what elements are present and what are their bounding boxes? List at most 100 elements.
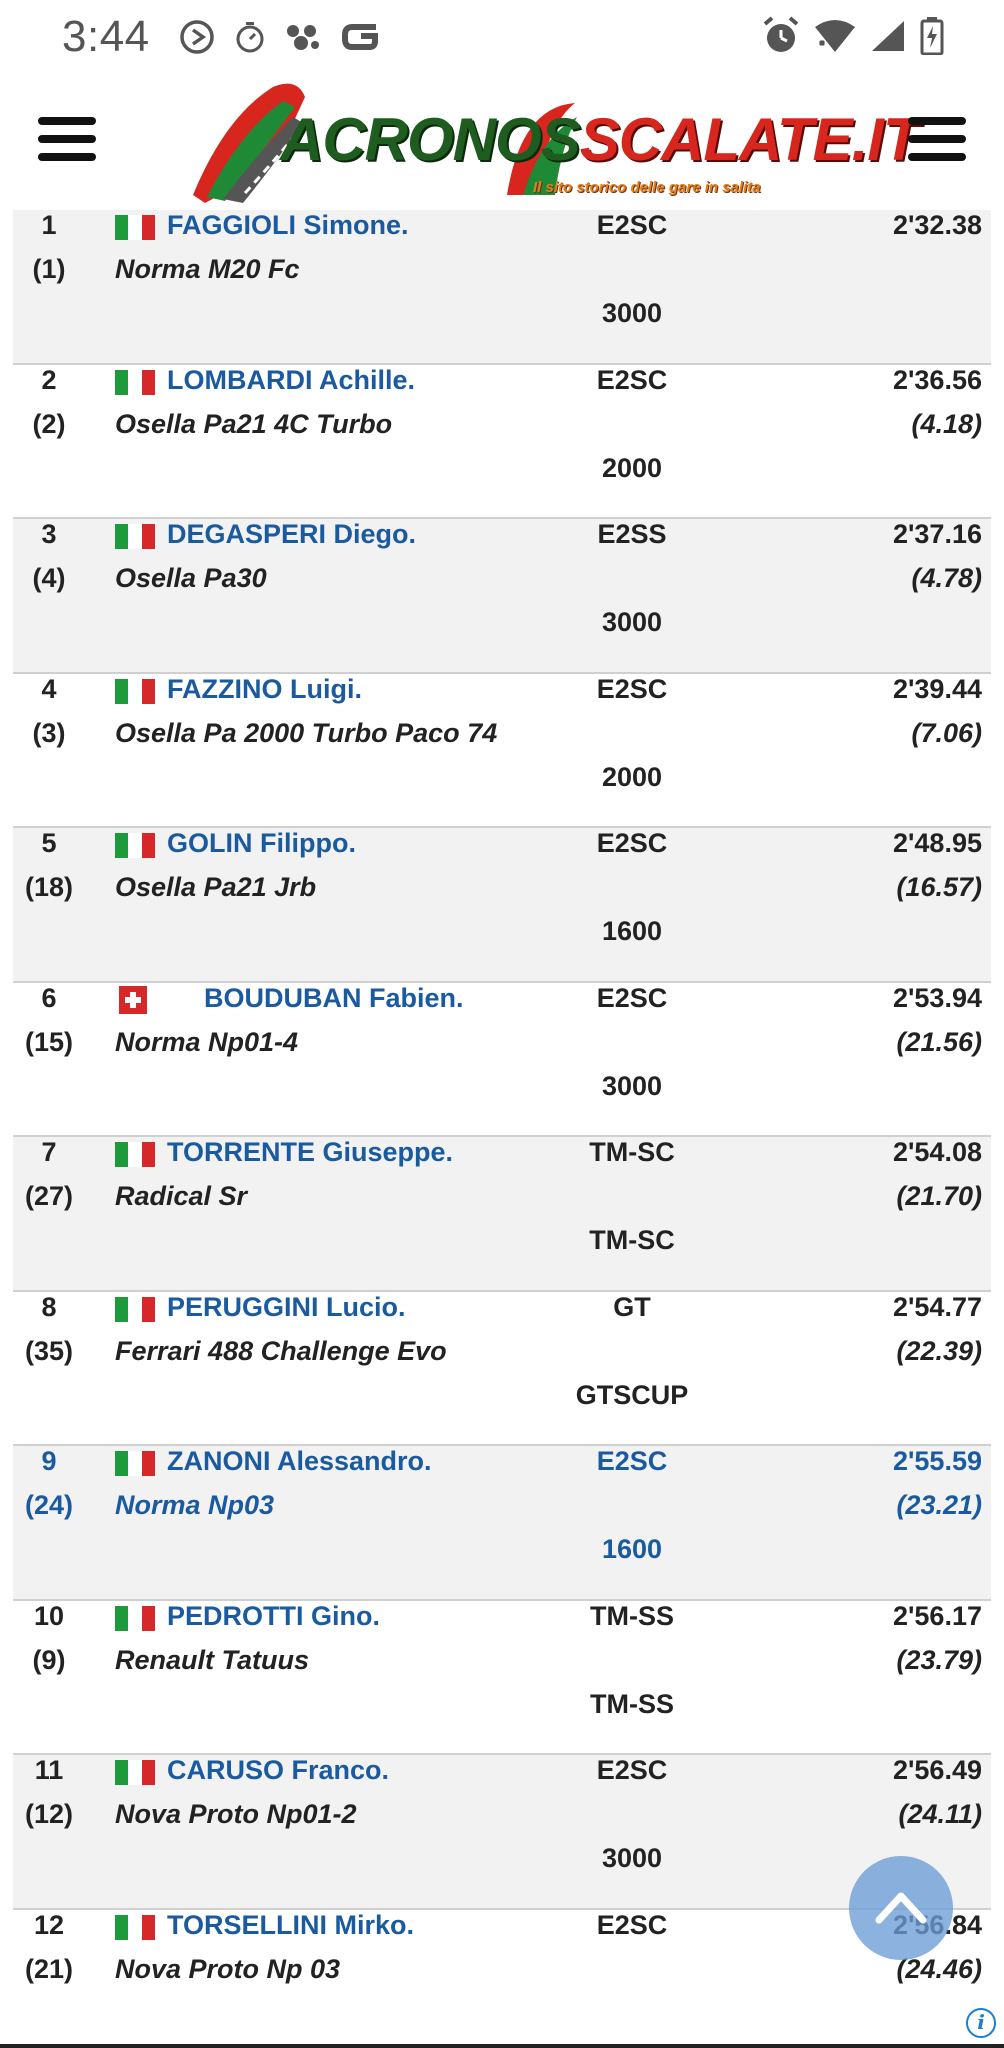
race-time: 2'56.49: [892, 1755, 982, 1785]
result-row: 5 (18) GOLIN Filippo. Osella Pa21 Jrb E2SC 16…: [13, 828, 991, 983]
time-gap: (23.21): [896, 1490, 982, 1520]
menu-icon-left[interactable]: [38, 117, 96, 161]
time-gap: (16.57): [896, 872, 982, 902]
italian-flag-icon: [115, 833, 155, 858]
start-number: (24): [24, 1490, 73, 1520]
race-time: 2'55.59: [892, 1446, 982, 1476]
class-label: E2SC: [596, 982, 668, 1013]
time-gap: (21.70): [896, 1181, 982, 1211]
italian-flag-icon: [115, 215, 155, 240]
race-time: 2'48.95: [892, 828, 982, 858]
bottom-divider: [0, 2044, 1004, 2048]
site-logo[interactable]: ACRONOSSCALATE.IT Il sito storico delle …: [185, 77, 920, 205]
position: 9: [41, 1446, 57, 1476]
car-model: Nova Proto Np01-2: [115, 1799, 357, 1829]
position: 3: [41, 519, 57, 549]
car-model: Nova Proto Np 03: [115, 1953, 341, 1984]
driver-link[interactable]: PEDROTTI Gino.: [167, 1600, 380, 1631]
driver-link[interactable]: LOMBARDI Achille.: [167, 364, 416, 395]
car-model: Radical Sr: [115, 1181, 248, 1211]
position: 11: [34, 1755, 64, 1785]
start-number: (9): [32, 1644, 66, 1675]
alarm-icon: [762, 16, 800, 65]
italian-flag-icon: [115, 1142, 155, 1167]
class-label: E2SS: [597, 519, 667, 549]
race-time: 2'32.38: [892, 210, 982, 240]
group-label: 3000: [601, 298, 663, 328]
class-label: E2SC: [596, 828, 668, 858]
time-gap: (7.06): [911, 717, 982, 748]
driver-link[interactable]: DEGASPERI Diego.: [167, 519, 417, 549]
italian-flag-icon: [115, 1451, 155, 1476]
time-gap: (23.79): [896, 1644, 982, 1675]
result-row: 7 (27) TORRENTE Giuseppe. Radical Sr TM-SC TM…: [13, 1137, 991, 1292]
position: 7: [41, 1137, 57, 1167]
status-bar: 3:44: [0, 0, 1004, 75]
car-model: Norma Np01-4: [115, 1026, 299, 1057]
position: 12: [33, 1909, 65, 1940]
position: 10: [33, 1600, 65, 1631]
position: 4: [41, 673, 57, 704]
play-circle-icon: [178, 18, 216, 65]
results-table: 1 (1) FAGGIOLI Simone. Norma M20 Fc E2SC 3000…: [13, 210, 991, 2048]
class-label: E2SC: [596, 210, 668, 240]
class-label: E2SC: [596, 673, 668, 704]
driver-link[interactable]: FAGGIOLI Simone.: [167, 210, 409, 240]
group-label: 2000: [601, 761, 663, 792]
group-label: 3000: [601, 1070, 663, 1101]
start-number: (1): [32, 254, 66, 284]
app-header: ACRONOSSCALATE.IT Il sito storico delle …: [0, 75, 1004, 210]
driver-link[interactable]: CARUSO Franco.: [167, 1755, 390, 1785]
status-left-icons: [178, 18, 380, 65]
logo-tagline: Il sito storico delle gare in salita: [533, 179, 761, 196]
car-model: Osella Pa 2000 Turbo Paco 74: [115, 717, 498, 748]
swiss-flag-icon: [119, 985, 147, 1014]
result-row: 6 (15) BOUDUBAN Fabien. Norma Np01-4 E2SC 300…: [13, 982, 991, 1137]
result-row: 11 (12) CARUSO Franco. Nova Proto Np01-2 E2S…: [13, 1755, 991, 1910]
scroll-to-top-button[interactable]: [849, 1856, 953, 1960]
class-label: TM-SC: [589, 1137, 675, 1167]
driver-link[interactable]: ZANONI Alessandro.: [167, 1446, 432, 1476]
time-gap: (24.11): [898, 1799, 982, 1829]
status-right-icons: [762, 16, 944, 65]
g-icon: [340, 21, 380, 62]
result-row: 3 (4) DEGASPERI Diego. Osella Pa30 E2SS 3000 2…: [13, 519, 991, 674]
result-row: 1 (1) FAGGIOLI Simone. Norma M20 Fc E2SC 3000…: [13, 210, 991, 365]
time-gap: (4.78): [911, 563, 982, 593]
car-model: Osella Pa21 Jrb: [115, 872, 317, 902]
car-model: Osella Pa30: [115, 563, 267, 593]
start-number: (15): [24, 1026, 73, 1057]
start-number: (21): [24, 1953, 73, 1984]
driver-link[interactable]: TORRENTE Giuseppe.: [167, 1137, 454, 1167]
driver-link[interactable]: TORSELLINI Mirko.: [167, 1909, 415, 1940]
start-number: (12): [24, 1799, 73, 1829]
class-label: GT: [613, 1291, 651, 1322]
start-number: (27): [24, 1181, 73, 1211]
class-label: TM-SS: [590, 1600, 674, 1631]
driver-link[interactable]: PERUGGINI Lucio.: [167, 1291, 406, 1322]
group-label: 1600: [601, 1534, 663, 1564]
italian-flag-icon: [115, 678, 155, 704]
group-label: 1600: [601, 916, 663, 946]
start-number: (35): [24, 1335, 73, 1366]
class-label: E2SC: [596, 1755, 668, 1785]
time-gap: (22.39): [896, 1335, 982, 1366]
time-gap: (4.18): [911, 408, 982, 439]
driver-link[interactable]: GOLIN Filippo.: [167, 828, 356, 858]
result-row: 8 (35) PERUGGINI Lucio. Ferrari 488 Challen…: [13, 1291, 991, 1446]
position: 5: [41, 828, 57, 858]
italian-flag-icon: [115, 1605, 155, 1631]
car-model: Renault Tatuus: [115, 1644, 310, 1675]
info-icon[interactable]: i: [966, 2008, 996, 2038]
driver-link[interactable]: FAZZINO Luigi.: [167, 673, 362, 704]
driver-link[interactable]: BOUDUBAN Fabien.: [204, 982, 464, 1013]
start-number: (3): [32, 717, 66, 748]
car-model: Norma Np03: [115, 1490, 275, 1520]
battery-charging-icon: [920, 17, 944, 64]
car-model: Norma M20 Fc: [115, 254, 300, 284]
menu-icon-right[interactable]: [908, 117, 966, 161]
italian-flag-icon: [115, 1914, 155, 1940]
race-time: 2'37.16: [892, 519, 982, 549]
result-row: 2 (2) LOMBARDI Achille. Osella Pa21 4C Turb…: [13, 364, 991, 519]
group-label: TM-SC: [589, 1225, 675, 1255]
